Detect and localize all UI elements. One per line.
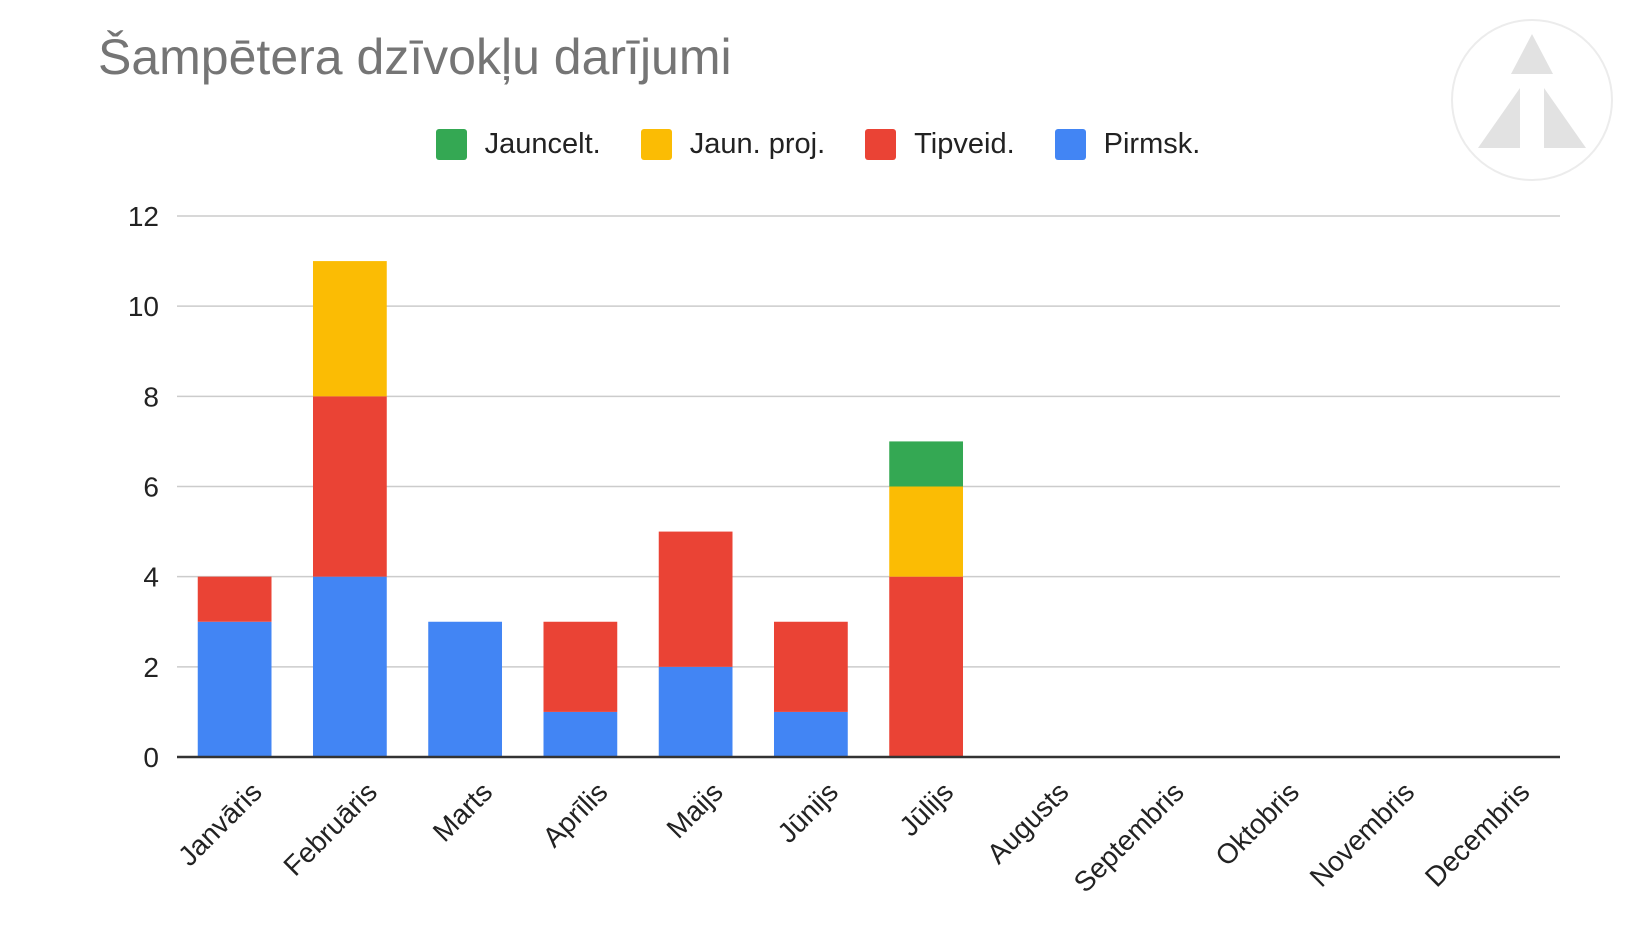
chart-legend: Jauncelt. Jaun. proj. Tipveid. Pirmsk. — [0, 128, 1636, 161]
y-tick-label: 0 — [143, 742, 159, 773]
bar-segment — [197, 621, 272, 757]
bar-segment — [773, 711, 848, 757]
legend-item: Jauncelt. — [435, 128, 601, 161]
x-tick-label: Septembris — [1068, 776, 1190, 898]
x-tick-label: Jūlijs — [893, 776, 959, 842]
legend-label: Jaun. proj. — [689, 128, 826, 160]
bar-segment — [773, 621, 848, 712]
x-tick-label: Marts — [427, 776, 498, 847]
y-tick-label: 4 — [143, 562, 159, 593]
x-tick-label: Augusts — [981, 776, 1074, 869]
legend-item: Jaun. proj. — [640, 128, 826, 161]
bar-segment — [197, 576, 272, 622]
bar-segment — [889, 486, 964, 577]
bar-segment — [658, 531, 733, 667]
legend-item: Pirmsk. — [1054, 128, 1201, 161]
legend-label: Jauncelt. — [484, 128, 601, 160]
y-tick-label: 10 — [128, 291, 159, 322]
x-tick-label: Novembris — [1304, 776, 1421, 893]
y-tick-label: 12 — [128, 201, 159, 232]
x-tick-label: Maijs — [661, 776, 729, 844]
bar-segment — [658, 666, 733, 757]
bar-segment — [312, 576, 387, 757]
x-tick-label: Oktobris — [1209, 776, 1305, 872]
legend-label: Tipveid. — [914, 128, 1015, 160]
legend-swatch — [1054, 129, 1086, 160]
y-tick-label: 2 — [143, 652, 159, 683]
y-tick-label: 6 — [143, 472, 159, 503]
bar-segment — [543, 711, 618, 757]
legend-swatch — [435, 129, 467, 160]
bar-segment — [889, 576, 964, 757]
chart-title: Šampētera dzīvokļu darījumi — [98, 29, 732, 85]
y-tick-label: 8 — [143, 381, 159, 412]
watermark-logo-icon — [1448, 16, 1616, 184]
x-tick-label: Jūnijs — [771, 776, 844, 849]
legend-item: Tipveid. — [865, 128, 1015, 161]
x-tick-label: Decembris — [1419, 776, 1536, 893]
legend-swatch — [865, 129, 897, 160]
x-tick-label: Janvāris — [172, 776, 268, 872]
bar-segment — [889, 441, 964, 487]
x-tick-label: Aprīlis — [537, 776, 614, 853]
bar-segment — [428, 621, 503, 757]
bar-segment — [543, 621, 618, 712]
bar-segment — [312, 396, 387, 577]
bar-segment — [312, 261, 387, 397]
legend-label: Pirmsk. — [1103, 128, 1201, 160]
x-tick-label: Februāris — [277, 776, 383, 882]
legend-swatch — [640, 129, 672, 160]
